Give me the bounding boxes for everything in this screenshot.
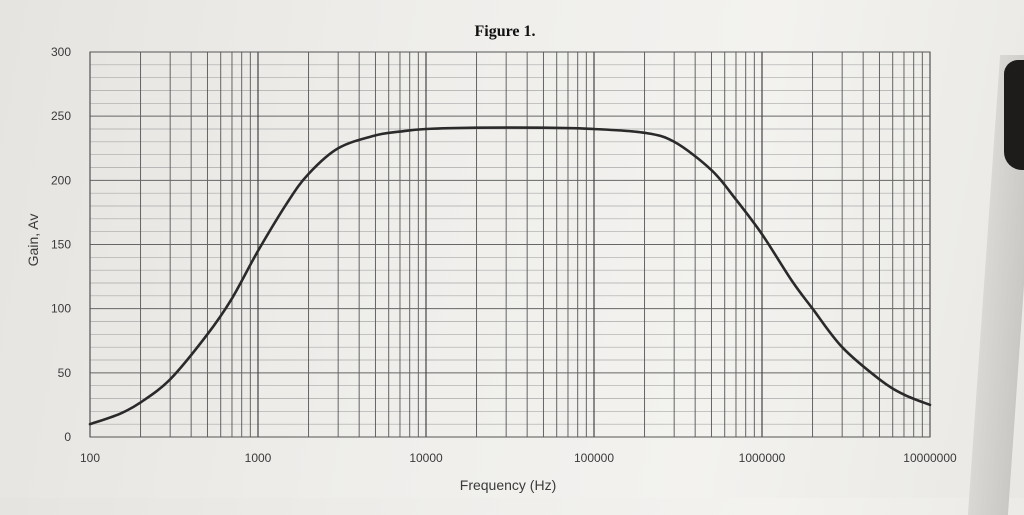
y-tick-label: 150 — [51, 238, 71, 252]
major-grid — [89, 51, 931, 438]
y-tick-label: 300 — [51, 45, 71, 59]
x-tick-label: 10000000 — [903, 451, 957, 465]
y-tick-label: 100 — [51, 302, 71, 316]
x-tick-label: 100000 — [574, 451, 614, 465]
gain-curve — [88, 126, 932, 426]
y-tick-labels: 0 50 100 150 200 250 300 — [51, 45, 71, 444]
plot-frame — [89, 51, 931, 438]
y-tick-label: 200 — [51, 173, 71, 187]
y-tick-label: 50 — [58, 366, 72, 380]
gain-frequency-chart: Figure 1. 100 1000 10000 100000 1000000 10000… — [25, 23, 957, 493]
y-tick-label: 250 — [51, 109, 71, 123]
x-tick-label: 1000 — [245, 451, 272, 465]
x-tick-label: 10000 — [409, 451, 443, 465]
dark-object — [1004, 60, 1024, 170]
y-axis-label: Gain, Av — [25, 214, 41, 267]
x-tick-label: 1000000 — [739, 451, 786, 465]
x-axis-label: Frequency (Hz) — [460, 477, 556, 493]
y-tick-label: 0 — [64, 430, 71, 444]
x-tick-labels: 100 1000 10000 100000 1000000 10000000 — [80, 451, 957, 465]
chart-title: Figure 1. — [474, 23, 535, 40]
x-tick-label: 100 — [80, 451, 100, 465]
